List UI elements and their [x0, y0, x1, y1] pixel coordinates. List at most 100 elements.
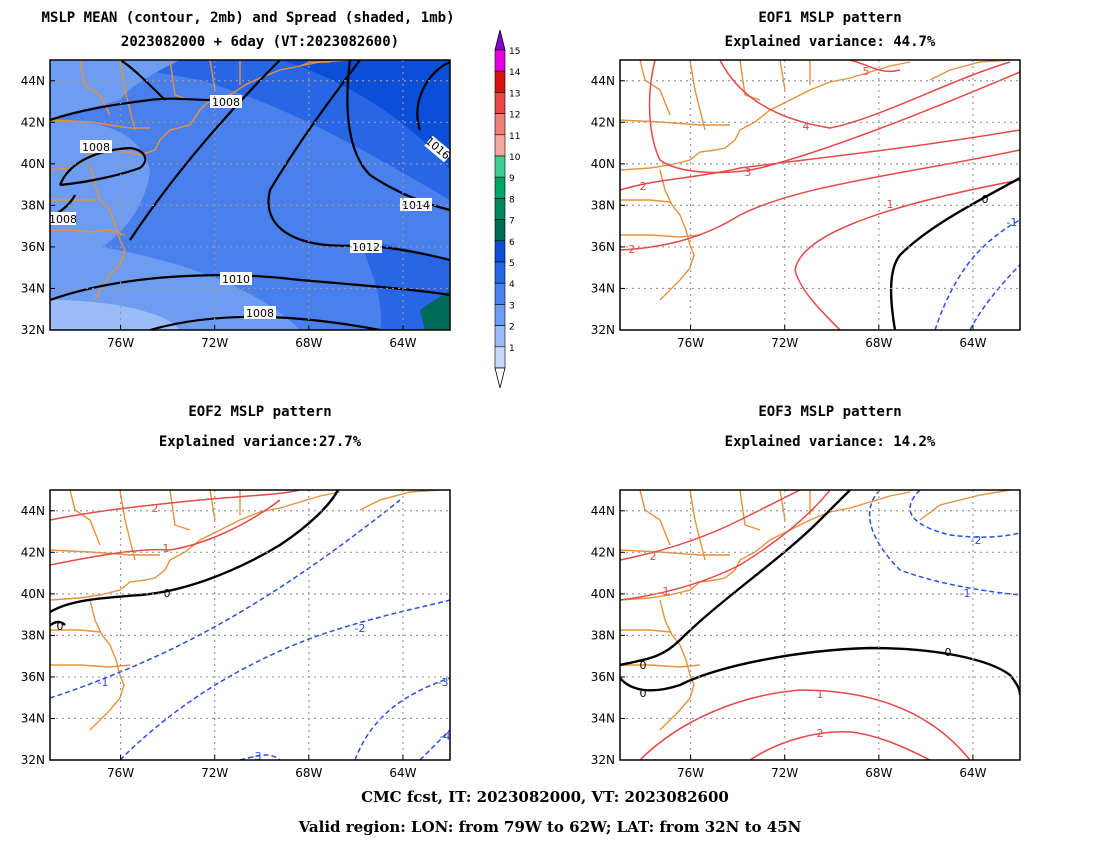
lon-tick-label: 64W: [389, 336, 416, 350]
lat-tick-label: 36N: [21, 670, 45, 684]
colorbar-label: 11: [509, 132, 520, 142]
colorbar-label: 2: [509, 323, 515, 333]
colorbar-swatch: [494, 282, 506, 305]
panel1-title: MSLP MEAN (contour, 2mb) and Spread (sha…: [41, 10, 455, 26]
lon-tick-label: 68W: [295, 766, 322, 780]
panel-mslp-mean: 1008 1008 1008 1010 1012 1014 1016 1008: [49, 60, 453, 330]
lat-tick-label: 36N: [21, 240, 45, 254]
footer-line2: Valid region: LON: from 79W to 62W; LAT:…: [298, 818, 802, 836]
contour-label: 1: [663, 585, 670, 598]
panel2-title: EOF1 MSLP pattern: [758, 10, 902, 26]
contour-label: 3: [745, 166, 752, 179]
panel4-subtitle: Explained variance: 14.2%: [724, 434, 936, 450]
contour-label: 0: [640, 659, 647, 672]
coastline-p2: [620, 60, 1011, 301]
contour-label: 0: [982, 193, 989, 206]
colorbar-swatch: [494, 92, 506, 114]
lat-tick-label: 36N: [591, 670, 615, 684]
contour-label: 1008: [82, 141, 110, 154]
lat-tick-label: 38N: [591, 628, 615, 642]
lat-tick-label: 42N: [21, 545, 45, 559]
contour-label: -2: [355, 622, 366, 635]
lat-tick-label: 36N: [591, 240, 615, 254]
panel2-subtitle: Explained variance: 44.7%: [724, 34, 936, 50]
panel-frame: [49, 489, 451, 761]
lat-tick-label: 40N: [591, 587, 615, 601]
colorbar-swatch: [494, 325, 506, 348]
map-grids: 76W 72W 68W 64W 32N 34N 36N 38N 40N 42N 44N 76W 72W 6…: [21, 59, 1021, 780]
lat-tick-label: 40N: [21, 157, 45, 171]
contour-label: 2: [817, 727, 824, 740]
panel-eof2: 2 1 0 0 -1 -2 -3 -3 -4: [50, 490, 450, 763]
lat-tick-label: 40N: [21, 587, 45, 601]
colorbar-swatch: [494, 176, 506, 199]
colorbar-swatch: [494, 219, 506, 242]
colorbar-label: 12: [509, 111, 520, 121]
contour-label: 1: [817, 688, 824, 701]
lon-tick-label: 72W: [771, 766, 798, 780]
panel-eof1: 5 4 3 2 2 1 0 -1: [620, 60, 1020, 330]
lat-tick-label: 32N: [591, 753, 615, 767]
lat-tick-label: 44N: [591, 74, 615, 88]
colorbar-top-arrow: [494, 29, 506, 51]
contour-label: 5: [863, 65, 870, 78]
colorbar-swatch: [494, 49, 506, 72]
contour-label: 1: [163, 542, 170, 555]
contour-label: -3: [438, 676, 449, 689]
panel4-title: EOF3 MSLP pattern: [758, 404, 902, 420]
colorbar-label: 15: [509, 47, 520, 57]
contour-label: -4: [440, 730, 451, 743]
colorbar-label: 3: [509, 301, 515, 311]
contour-label: -1: [1007, 216, 1018, 229]
colorbar-bottom-arrow: [494, 367, 506, 389]
contour-label: 0: [57, 620, 64, 633]
lat-tick-label: 38N: [21, 628, 45, 642]
lat-tick-label: 40N: [591, 157, 615, 171]
eof2-contours: [50, 490, 450, 760]
colorbar-swatch: [494, 134, 506, 157]
panel-grid: 76W 72W 68W 64W 32N 34N 36N 38N 40N 42N 44N: [591, 489, 1021, 780]
lat-tick-label: 38N: [21, 198, 45, 212]
lon-tick-label: 68W: [865, 336, 892, 350]
lat-tick-label: 34N: [21, 711, 45, 725]
panel-frame: [619, 59, 1021, 331]
lon-tick-label: 68W: [295, 336, 322, 350]
lat-tick-label: 44N: [21, 74, 45, 88]
panel-grid: 76W 72W 68W 64W 32N 34N 36N 38N 40N 42N 44N: [591, 59, 1021, 350]
colorbar: 15 14 13 12 11 10 9 8 7 6 5 4 3 2 1: [494, 29, 521, 389]
lon-tick-label: 68W: [865, 766, 892, 780]
panel-grid: 76W 72W 68W 64W 32N 34N 36N 38N 40N 42N 44N: [21, 489, 451, 780]
colorbar-swatch: [494, 155, 506, 178]
panel-eof3: 2 1 0 0 0 -1 -2 1 2: [620, 490, 1020, 760]
eof3-contours: [620, 490, 1020, 760]
contour-label: -1: [960, 587, 971, 600]
contour-label: 1010: [222, 273, 250, 286]
colorbar-label: 13: [509, 89, 520, 99]
contour-label: 2: [640, 180, 647, 193]
lon-tick-label: 76W: [107, 766, 134, 780]
colorbar-label: 9: [509, 174, 515, 184]
lat-tick-label: 42N: [21, 115, 45, 129]
panel1-subtitle: 2023082000 + 6day (VT:2023082600): [120, 34, 400, 50]
lat-tick-label: 38N: [591, 198, 615, 212]
colorbar-label: 7: [509, 217, 515, 227]
lat-tick-label: 32N: [21, 323, 45, 337]
contour-label: 1008: [212, 96, 240, 109]
contour-labels-p4: 2 1 0 0 0 -1 -2 1 2: [640, 534, 982, 740]
contour-label: 1012: [352, 241, 380, 254]
panel-frame: [619, 489, 1021, 761]
coastline-p3: [50, 490, 441, 731]
lon-tick-label: 72W: [771, 336, 798, 350]
colorbar-swatch: [494, 261, 506, 284]
lat-tick-label: 44N: [21, 504, 45, 518]
contour-label: 1008: [49, 213, 77, 226]
eof1-contours: [620, 60, 1020, 330]
lon-tick-label: 64W: [959, 766, 986, 780]
lon-tick-label: 64W: [959, 336, 986, 350]
lon-tick-label: 76W: [107, 336, 134, 350]
colorbar-label: 4: [509, 280, 515, 290]
lon-tick-label: 64W: [389, 766, 416, 780]
contour-label: -1: [98, 676, 109, 689]
footer-line1: CMC fcst, IT: 2023082000, VT: 2023082600: [361, 788, 729, 806]
